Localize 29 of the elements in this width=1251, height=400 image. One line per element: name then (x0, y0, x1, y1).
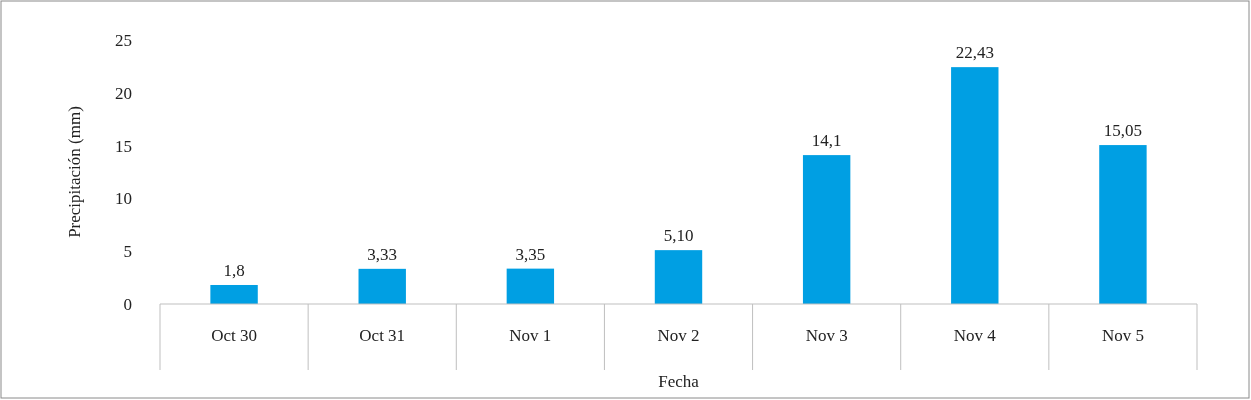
data-label: 1,8 (223, 260, 245, 280)
x-tick-label: Oct 30 (211, 325, 257, 345)
bar (802, 155, 851, 304)
x-tick-label: Nov 5 (1101, 325, 1144, 345)
bar (654, 250, 703, 304)
y-tick-label: 0 (123, 294, 132, 314)
x-axis-title: Fecha (658, 371, 700, 391)
bar (506, 268, 555, 304)
x-tick-label: Nov 4 (953, 325, 997, 345)
y-axis-title: Precipitación (mm) (65, 106, 84, 238)
y-tick-label: 10 (115, 189, 132, 209)
y-tick-label: 5 (123, 242, 132, 262)
data-label: 14,1 (811, 131, 842, 151)
bar (358, 268, 406, 304)
y-tick-label: 15 (115, 136, 132, 156)
bar (951, 67, 999, 304)
y-tick-label: 20 (115, 83, 132, 103)
bar (1099, 145, 1147, 304)
data-label: 3,35 (515, 244, 546, 264)
x-tick-label: Oct 31 (359, 325, 406, 345)
x-tick-label: Nov 2 (657, 325, 700, 345)
data-label: 3,33 (367, 244, 398, 264)
x-tick-label: Nov 1 (509, 325, 552, 345)
data-label: 22,43 (955, 43, 994, 63)
y-tick-label: 25 (115, 30, 132, 50)
data-label: 5,10 (663, 226, 694, 246)
bar (210, 284, 258, 304)
data-label: 15,05 (1103, 121, 1143, 141)
x-tick-label: Nov 3 (805, 325, 848, 345)
